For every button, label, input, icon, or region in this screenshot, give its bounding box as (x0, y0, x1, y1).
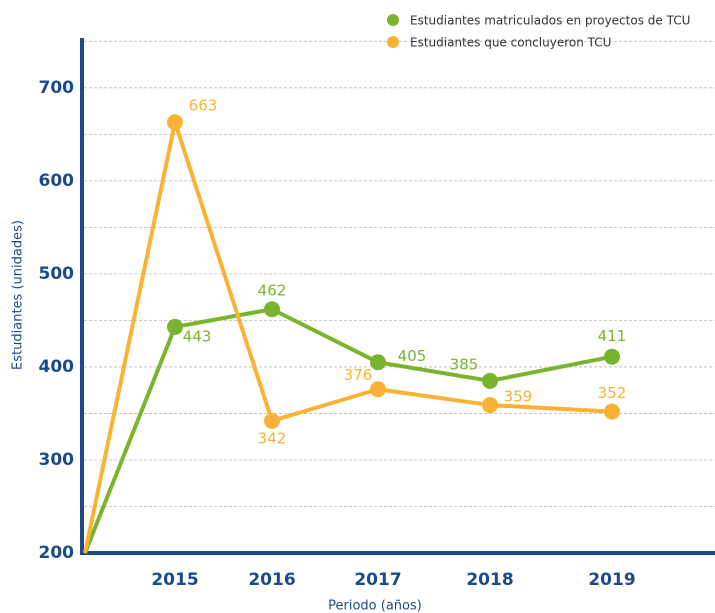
y-axis-title: Estudiantes (unidades) (11, 220, 26, 370)
y-tick-label: 200 (39, 543, 75, 563)
x-axis-title: Periodo (años) (328, 599, 422, 613)
data-label: 405 (398, 347, 427, 365)
data-label: 462 (258, 282, 287, 300)
point (370, 381, 386, 398)
legend-marker (387, 14, 399, 26)
data-label: 352 (598, 384, 627, 402)
point (167, 318, 183, 335)
data-label: 663 (189, 97, 218, 115)
y-tick-label: 600 (39, 171, 75, 191)
point (370, 354, 386, 371)
legend-label: Estudiantes que concluyeron TCU (410, 36, 611, 50)
data-label: 342 (258, 429, 287, 447)
point (264, 412, 280, 429)
line-series (83, 120, 613, 554)
point (604, 348, 620, 365)
y-tick-label: 300 (39, 450, 75, 470)
y-tick-label: 500 (39, 264, 75, 284)
point (482, 397, 498, 414)
data-label: 376 (344, 366, 373, 384)
line-series (83, 307, 613, 554)
data-label: 411 (598, 327, 627, 345)
y-tick-label: 400 (39, 357, 75, 377)
x-tick-label: 2016 (248, 570, 295, 590)
x-tick-label: 2018 (466, 570, 513, 590)
x-tick-label: 2017 (354, 570, 401, 590)
data-label: 385 (450, 355, 479, 373)
legend-label: Estudiantes matriculados en proyectos de… (410, 14, 690, 28)
legend-marker (387, 36, 399, 48)
point (482, 372, 498, 389)
x-tick-label: 2015 (151, 570, 198, 590)
y-tick-label: 700 (39, 78, 75, 98)
data-label: 359 (504, 388, 533, 406)
data-label: 443 (183, 327, 212, 345)
x-tick-label: 2019 (588, 570, 635, 590)
point (167, 114, 183, 131)
point (264, 301, 280, 318)
point (604, 403, 620, 420)
